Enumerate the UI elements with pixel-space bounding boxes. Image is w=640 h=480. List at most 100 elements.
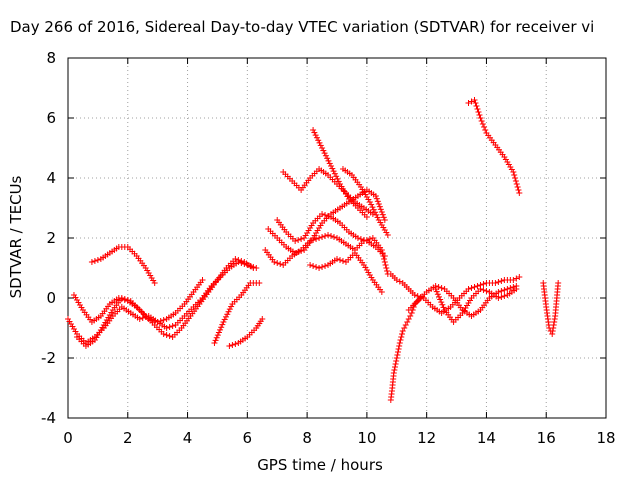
data-point xyxy=(396,278,403,285)
data-point xyxy=(471,97,478,103)
data-point xyxy=(381,256,388,262)
data-point xyxy=(320,147,327,154)
data-point xyxy=(510,169,517,175)
data-point xyxy=(228,303,235,310)
data-point xyxy=(468,285,475,291)
data-point xyxy=(313,134,320,141)
data-point xyxy=(232,341,239,347)
data-point xyxy=(325,157,332,164)
data-point xyxy=(169,323,176,329)
data-point xyxy=(322,263,329,269)
data-point xyxy=(315,137,322,144)
data-point xyxy=(375,201,382,207)
data-point xyxy=(399,328,406,334)
data-point xyxy=(91,258,98,264)
data-point xyxy=(232,256,239,262)
data-point xyxy=(311,129,318,136)
data-point xyxy=(277,261,284,267)
data-point xyxy=(404,319,411,325)
data-point xyxy=(357,236,364,242)
y-tick-label: 2 xyxy=(46,229,56,247)
data-point xyxy=(328,163,335,169)
data-point xyxy=(148,317,155,323)
data-point xyxy=(384,268,391,274)
data-point xyxy=(295,237,302,243)
data-point xyxy=(322,212,329,218)
x-tick-label: 8 xyxy=(302,429,312,447)
data-point xyxy=(507,285,514,291)
data-point xyxy=(226,306,233,313)
y-axis-label: SDTVAR / TECUs xyxy=(7,175,25,299)
data-point xyxy=(124,297,131,303)
data-point xyxy=(215,329,222,336)
data-point xyxy=(481,124,488,130)
data-point xyxy=(396,343,403,349)
data-point xyxy=(317,142,324,149)
data-point xyxy=(483,288,490,294)
x-tick-label: 2 xyxy=(123,429,133,447)
data-point xyxy=(334,175,341,182)
data-point xyxy=(145,316,152,322)
data-point xyxy=(363,214,370,220)
data-point xyxy=(512,175,519,181)
data-point xyxy=(373,211,380,218)
data-point xyxy=(121,296,128,302)
data-point xyxy=(160,317,167,323)
data-point xyxy=(88,259,95,265)
data-point xyxy=(479,121,486,127)
data-point xyxy=(292,238,299,244)
data-point xyxy=(376,203,383,210)
data-point xyxy=(437,296,444,303)
data-point xyxy=(238,258,245,264)
data-point xyxy=(513,286,520,292)
data-point xyxy=(316,265,323,271)
data-point xyxy=(154,319,161,325)
data-point xyxy=(366,199,373,205)
data-point xyxy=(220,319,227,325)
data-point xyxy=(324,155,331,162)
data-point xyxy=(555,280,562,286)
data-point xyxy=(226,343,233,349)
data-point xyxy=(157,318,164,324)
data-point xyxy=(381,217,388,223)
data-point xyxy=(510,277,517,283)
data-point xyxy=(271,259,278,265)
data-point xyxy=(333,173,340,180)
data-point xyxy=(477,286,484,292)
data-point xyxy=(199,277,206,283)
data-point xyxy=(393,358,400,364)
data-point xyxy=(354,235,361,241)
data-point xyxy=(438,285,445,291)
data-point xyxy=(495,289,502,295)
data-point xyxy=(372,209,379,216)
data-point xyxy=(319,234,326,240)
y-tick-label: 4 xyxy=(46,169,56,187)
data-point xyxy=(501,293,508,299)
data-point xyxy=(331,170,338,177)
data-point xyxy=(312,132,319,139)
data-point xyxy=(407,313,414,319)
data-point xyxy=(390,370,397,376)
data-point xyxy=(224,311,231,318)
data-point xyxy=(151,318,158,324)
data-point xyxy=(319,264,326,270)
data-point xyxy=(512,178,519,184)
data-point xyxy=(136,316,143,322)
x-tick-label: 10 xyxy=(357,429,376,447)
data-point xyxy=(465,100,472,106)
x-tick-label: 12 xyxy=(417,429,436,447)
data-point xyxy=(383,265,390,271)
data-point xyxy=(334,256,340,262)
data-point xyxy=(395,346,402,352)
data-point xyxy=(163,332,170,338)
data-point xyxy=(465,286,472,292)
data-point xyxy=(379,211,386,218)
data-point xyxy=(440,304,447,311)
data-point xyxy=(322,152,329,159)
y-tick-label: 0 xyxy=(46,289,56,307)
data-point xyxy=(432,286,439,292)
data-point xyxy=(377,206,384,213)
data-point xyxy=(472,100,479,106)
data-point xyxy=(381,253,388,259)
